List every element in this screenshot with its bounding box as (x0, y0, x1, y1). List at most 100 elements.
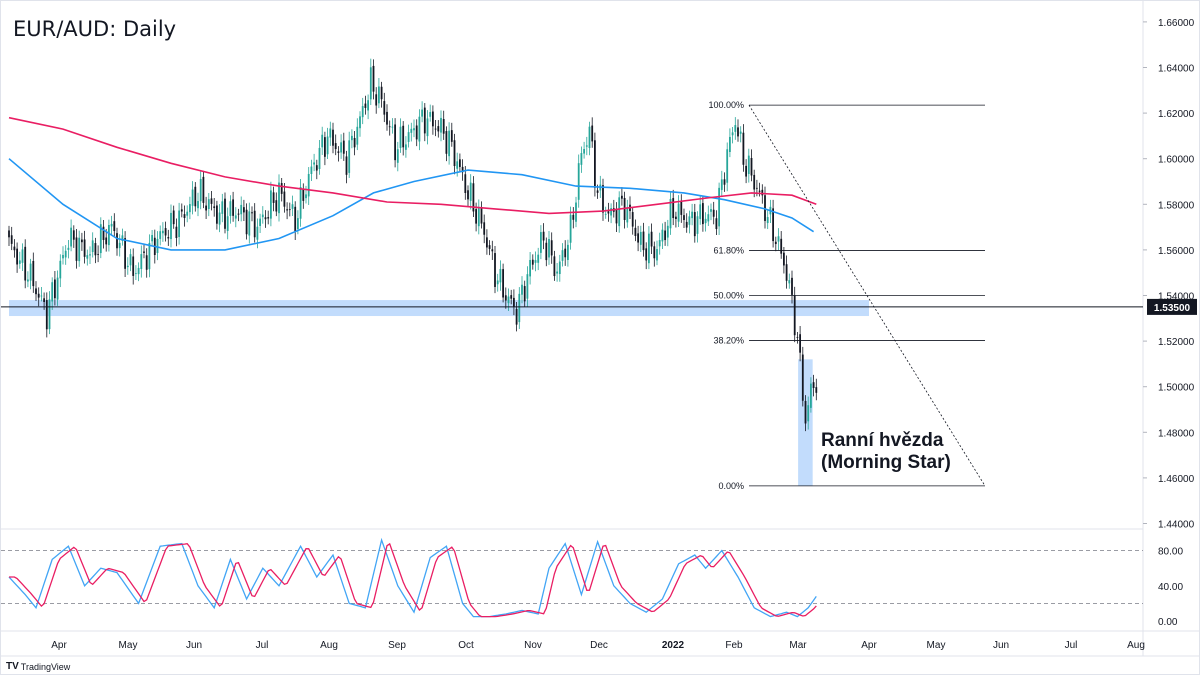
price-tick-label: 1.46000 (1158, 474, 1195, 485)
candle-body (567, 244, 569, 260)
candle-body (213, 206, 216, 209)
candle-body (510, 295, 513, 299)
candle-body (658, 240, 661, 247)
candle-body (340, 142, 342, 153)
candle-body (216, 205, 218, 224)
candle-body (391, 126, 394, 128)
candle-body (10, 235, 13, 244)
candle-body (791, 277, 793, 295)
candle-body (24, 246, 27, 281)
candle-body (207, 199, 210, 210)
candle-body (264, 217, 267, 220)
candle-body (369, 67, 372, 100)
candle-body (313, 162, 315, 165)
time-axis-label: Jun (186, 640, 202, 651)
candle-body (464, 174, 467, 193)
time-axis-label: Feb (725, 640, 743, 651)
candle-body (693, 212, 696, 237)
candle-body (372, 65, 375, 92)
candle-body (156, 238, 159, 253)
candle-body (383, 101, 386, 115)
candle-body (380, 86, 383, 100)
candle-body (513, 297, 515, 307)
candle-body (812, 382, 815, 388)
candle-body (685, 221, 688, 228)
candle-body (237, 213, 240, 215)
candle-body (561, 250, 564, 261)
candle-body (240, 204, 243, 215)
candle-body (529, 259, 531, 277)
candle-body (224, 198, 226, 229)
candle-body (507, 296, 510, 304)
candle-body (426, 118, 429, 137)
candle-body (140, 254, 143, 269)
candle-body (720, 179, 723, 190)
candle-body (37, 293, 40, 298)
candle-body (523, 286, 526, 302)
candle-body (534, 260, 537, 263)
candle-body (186, 211, 189, 216)
candle-body (739, 131, 742, 134)
price-tick-label: 1.44000 (1158, 520, 1195, 531)
candle-body (13, 246, 16, 251)
candle-body (232, 199, 234, 216)
brand-name: TradingView (20, 661, 71, 672)
time-axis-label: Oct (458, 640, 474, 651)
candle-body (129, 254, 132, 266)
candle-body (70, 227, 72, 247)
candle-body (62, 254, 64, 259)
time-axis-label: Nov (524, 640, 542, 651)
candle-body (494, 253, 496, 287)
candle-body (642, 231, 645, 251)
candle-body (386, 111, 388, 125)
candle-body (197, 201, 199, 209)
candle-body (680, 201, 683, 215)
current-price-label: 1.53500 (1154, 303, 1191, 314)
candle-body (650, 231, 653, 247)
candle-body (315, 165, 318, 171)
pattern-annotation-text: (Morning Star) (821, 452, 951, 473)
candle-body (8, 230, 10, 238)
candle-body (205, 205, 207, 211)
candle-body (194, 186, 197, 207)
candle-body (191, 189, 194, 206)
candle-body (432, 111, 434, 127)
candle-body (772, 208, 774, 242)
candle-body (124, 238, 126, 269)
candle-body (40, 295, 43, 297)
candle-body (253, 210, 256, 238)
candle-body (375, 94, 378, 106)
candle-body (477, 208, 480, 227)
candle-body (729, 136, 731, 152)
candle-body (43, 298, 45, 302)
candle-body (64, 250, 67, 258)
candle-body (472, 183, 475, 212)
candle-body (621, 195, 623, 199)
candle-body (734, 125, 737, 132)
candle-body (91, 240, 94, 253)
candle-body (351, 135, 353, 141)
candle-body (378, 86, 380, 104)
support-zone (9, 300, 869, 317)
candle-body (199, 179, 202, 202)
candle-body (175, 226, 178, 239)
candle-body (89, 254, 91, 256)
candle-body (353, 138, 356, 148)
candle-body (801, 354, 804, 401)
candle-body (21, 249, 24, 263)
candle-body (756, 187, 758, 189)
candle-body (326, 136, 329, 155)
time-axis-label: Aug (320, 640, 338, 651)
stoch-tick-label: 80.00 (1158, 547, 1183, 558)
candle-body (270, 190, 272, 219)
candle-body (423, 107, 426, 134)
candle-body (286, 209, 288, 211)
candle-body (178, 210, 180, 237)
tradingview-brand[interactable]: TV TradingView (6, 661, 70, 672)
candle-body (548, 239, 550, 258)
candle-body (780, 238, 783, 254)
candle-body (108, 224, 110, 246)
candle-body (785, 264, 788, 281)
candle-body (467, 190, 469, 200)
